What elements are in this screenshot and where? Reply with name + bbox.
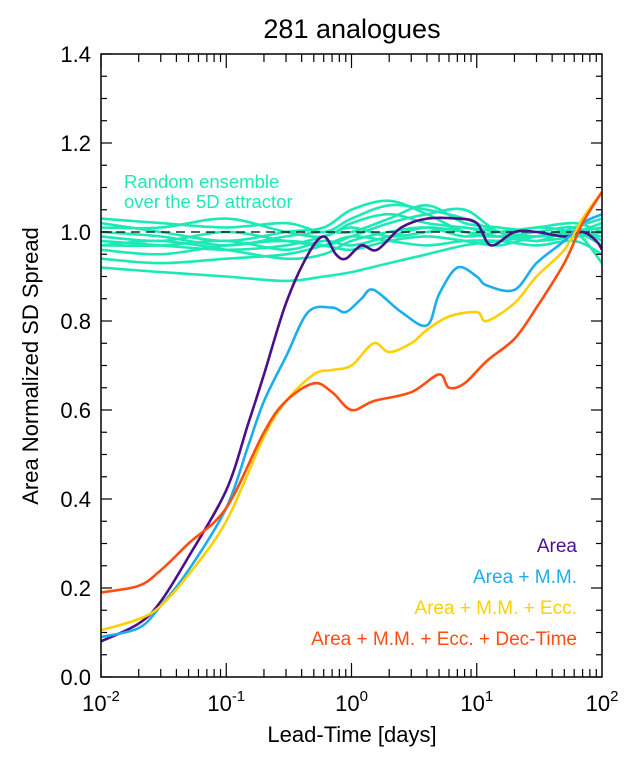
legend-entry: Area + M.M. + Ecc. — [414, 598, 577, 619]
series-line-area — [101, 216, 602, 643]
plot-area — [101, 191, 602, 643]
y-tick-label: 1.4 — [60, 42, 91, 67]
y-tick-label: 0.6 — [60, 398, 91, 423]
series-line-area-m-m — [101, 213, 602, 639]
ensemble-line-10 — [101, 229, 602, 283]
y-tick-label: 0.8 — [60, 309, 91, 334]
x-tick-base: 10 — [82, 691, 106, 716]
x-tick-label: 100 — [335, 688, 368, 716]
annotation-line: over the 5D attractor — [124, 191, 293, 212]
legend-entry: Area + M.M. + Ecc. + Dec-Time — [311, 629, 577, 650]
series-line-area-m-m-ecc-dec-time — [101, 191, 602, 594]
ensemble-line-7 — [101, 226, 602, 252]
legend: Area Area + M.M. Area + M.M. + Ecc. Area + … — [311, 536, 577, 650]
x-tick-label: 10-2 — [82, 688, 120, 716]
x-tick-base: 10 — [335, 691, 359, 716]
legend-entry: Area — [537, 536, 578, 557]
chart-title: 281 analogues — [263, 14, 440, 44]
x-tick-base: 10 — [207, 691, 231, 716]
x-tick-base: 10 — [460, 691, 484, 716]
x-tick-exponent: -2 — [107, 688, 120, 705]
axes: 0.00.20.40.60.81.01.21.410-2 10-1 100 101 10… — [60, 42, 618, 716]
y-tick-label: 0.0 — [60, 665, 91, 690]
x-tick-base: 10 — [586, 691, 610, 716]
series-line-area-m-m-ecc — [101, 191, 602, 632]
y-axis-label: Area Normalized SD Spread — [18, 227, 43, 505]
x-tick-label: 101 — [460, 688, 493, 716]
y-tick-label: 0.2 — [60, 576, 91, 601]
x-tick-exponent: 2 — [610, 688, 618, 705]
annotation-line: Random ensemble — [124, 171, 279, 192]
x-tick-exponent: -1 — [232, 688, 245, 705]
x-tick-exponent: 0 — [360, 688, 368, 705]
y-tick-label: 0.4 — [60, 487, 91, 512]
legend-entry: Area + M.M. — [473, 567, 577, 588]
y-tick-label: 1.0 — [60, 220, 91, 245]
ensemble-line-9 — [101, 235, 602, 265]
x-axis-label: Lead-Time [days] — [267, 722, 436, 747]
x-tick-exponent: 1 — [485, 688, 493, 705]
y-tick-label: 1.2 — [60, 131, 91, 156]
x-tick-label: 102 — [586, 688, 619, 716]
x-tick-label: 10-1 — [207, 688, 245, 716]
